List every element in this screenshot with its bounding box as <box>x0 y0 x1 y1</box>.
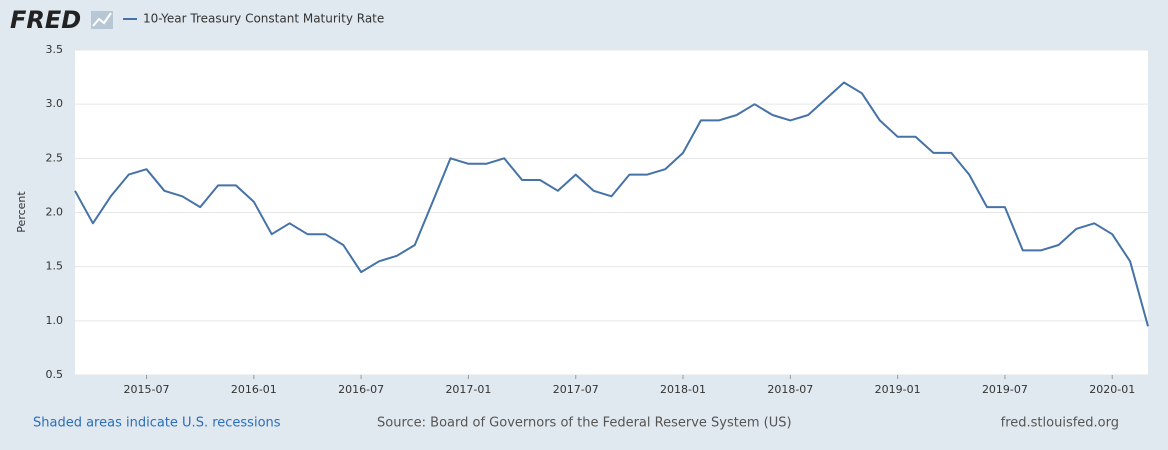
x-tick-label: 2015-07 <box>124 383 170 396</box>
y-tick-label: 3.5 <box>46 43 64 56</box>
x-tick-label: 2017-01 <box>445 383 491 396</box>
x-tick-label: 2016-07 <box>338 383 384 396</box>
logo: FRED <box>10 6 81 34</box>
y-tick-label: 2.0 <box>46 206 64 219</box>
x-tick-label: 2020-01 <box>1089 383 1135 396</box>
series-line <box>74 81 1149 327</box>
x-tick-label: 2016-01 <box>231 383 277 396</box>
x-tick-label: 2019-01 <box>875 383 921 396</box>
y-tick-label: 3.0 <box>46 97 64 110</box>
logo-icon <box>91 11 113 29</box>
source: Source: Board of Governors of the Federa… <box>377 416 792 431</box>
x-tick-label: 2018-07 <box>767 383 813 396</box>
y-tick-label: 1.5 <box>46 260 64 273</box>
legend-label: 10-Year Treasury Constant Maturity Rate <box>143 12 384 26</box>
y-axis-label: Percent <box>15 191 28 233</box>
recession-note[interactable]: Shaded areas indicate U.S. recessions <box>33 416 281 431</box>
y-tick-label: 2.5 <box>46 151 64 164</box>
site-link[interactable]: fred.stlouisfed.org <box>1001 416 1119 431</box>
y-tick-label: 1.0 <box>46 314 64 327</box>
y-tick-label: 0.5 <box>46 368 64 381</box>
x-tick-label: 2018-01 <box>660 383 706 396</box>
x-tick-label: 2017-07 <box>553 383 599 396</box>
x-tick-label: 2019-07 <box>982 383 1028 396</box>
